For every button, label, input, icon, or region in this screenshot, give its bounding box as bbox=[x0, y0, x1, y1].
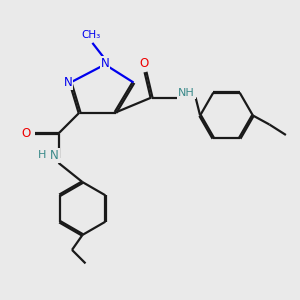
Text: O: O bbox=[22, 127, 31, 140]
Text: N: N bbox=[50, 148, 59, 162]
Text: O: O bbox=[140, 57, 148, 70]
Text: NH: NH bbox=[178, 88, 195, 98]
Text: CH₃: CH₃ bbox=[81, 29, 101, 40]
Text: H: H bbox=[38, 150, 46, 160]
Text: N: N bbox=[100, 56, 109, 70]
Text: N: N bbox=[64, 76, 73, 89]
